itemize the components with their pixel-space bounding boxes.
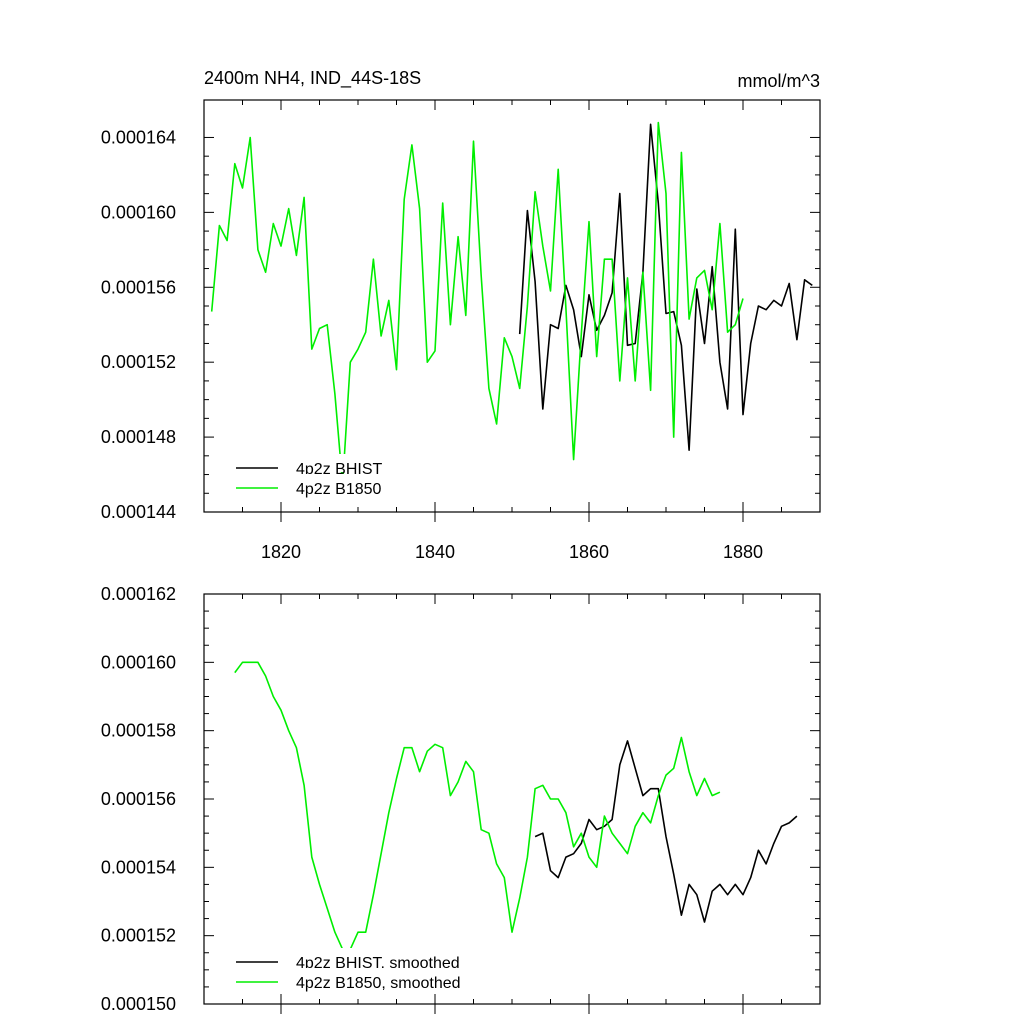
x-tick-label: 1880 [723, 542, 763, 562]
series-line-0 [534, 740, 798, 923]
y-tick-label: 0.000156 [101, 789, 176, 809]
y-tick-label: 0.000154 [101, 857, 176, 877]
bottom-panel-ticks: 0.000150 0.000152 0.000154 0.000156 0.000158… [101, 584, 821, 1014]
y-tick-label: 0.000148 [101, 427, 176, 447]
y-tick-label: 0.000160 [101, 652, 176, 672]
series-line-1 [210, 121, 744, 485]
bottom-panel-legend: 4p2z BHIST, smoothed 4p2z B1850, smoothed [230, 948, 461, 992]
legend-label: 4p2z BHIST, smoothed [296, 955, 460, 972]
legend-label: 4p2z B1850 [296, 481, 382, 498]
x-tick-label: 1860 [569, 542, 609, 562]
legend-bg [230, 454, 430, 472]
y-tick-label: 0.000156 [101, 277, 176, 297]
legend-bg [230, 968, 430, 986]
y-tick-label: 0.000144 [101, 502, 176, 522]
legend-bg [230, 474, 430, 492]
top-panel-legend: 4p2z BHIST 4p2z B1850 [230, 454, 430, 498]
bottom-panel-frame [203, 593, 821, 1005]
legend-label: 4p2z B1850, smoothed [296, 975, 461, 992]
legend-label: 4p2z BHIST [296, 461, 382, 478]
y-tick-label: 0.000152 [101, 352, 176, 372]
top-panel-frame [203, 99, 821, 513]
x-tick-label: 1840 [415, 542, 455, 562]
bottom-panel-series [234, 661, 798, 951]
top-panel-units: mmol/m^3 [738, 71, 820, 91]
top-panel: 2400m NH4, IND_44S-18S mmol/m^3 1820 1840… [101, 68, 821, 562]
series-line-1 [234, 661, 721, 951]
y-tick-label: 0.000158 [101, 721, 176, 741]
y-tick-label: 0.000162 [101, 584, 176, 604]
top-panel-series [210, 121, 813, 485]
top-panel-title: 2400m NH4, IND_44S-18S [204, 68, 421, 89]
y-tick-label: 0.000150 [101, 994, 176, 1014]
legend-bg [230, 948, 430, 966]
bottom-panel: 0.000150 0.000152 0.000154 0.000156 0.000158… [101, 584, 821, 1014]
top-panel-ticks: 1820 1840 1860 1880 0.000144 0.000148 0.000152… [101, 100, 821, 562]
y-tick-label: 0.000152 [101, 926, 176, 946]
x-tick-label: 1820 [261, 542, 301, 562]
y-tick-label: 0.000160 [101, 202, 176, 222]
y-tick-label: 0.000164 [101, 127, 176, 147]
series-line-0 [518, 123, 813, 452]
